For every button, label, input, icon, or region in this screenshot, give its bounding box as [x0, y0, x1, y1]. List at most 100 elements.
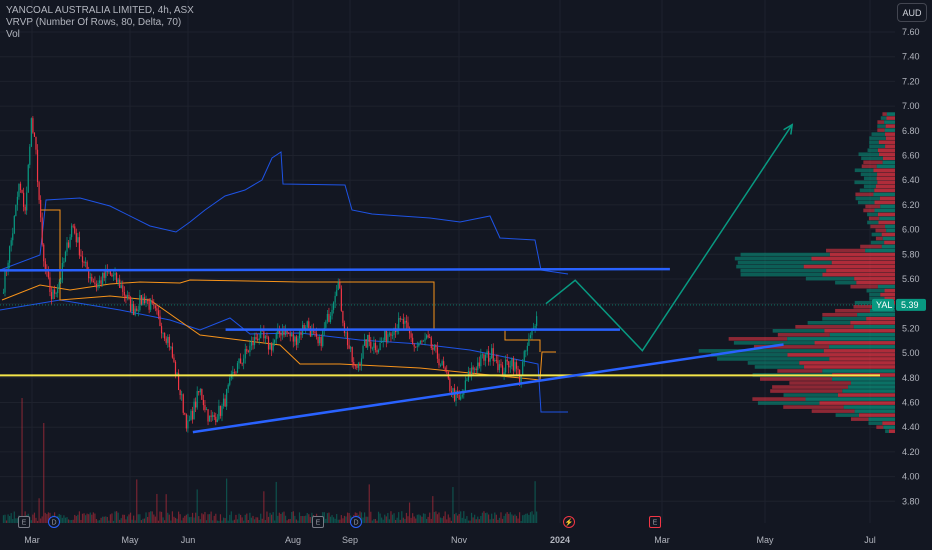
candle [98, 280, 101, 284]
volume-bar [517, 518, 519, 523]
indicator-overlays [0, 151, 569, 413]
profile-row [783, 393, 838, 397]
volume-bar [199, 519, 201, 523]
profile-row [877, 212, 895, 217]
volume-bar [371, 520, 373, 523]
volume-bar [374, 518, 377, 523]
profile-row [871, 232, 882, 237]
split-event-icon[interactable]: ⚡ [563, 516, 575, 528]
volume-bar [509, 512, 511, 523]
candle [526, 345, 528, 351]
volume-bar [78, 511, 80, 523]
profile-row [829, 345, 895, 349]
volume-bar [329, 516, 332, 523]
profile-row [854, 180, 878, 185]
candle [382, 340, 384, 342]
volume-bar [188, 517, 191, 523]
earnings-event-icon[interactable]: E [649, 516, 661, 528]
volume-bar [348, 513, 350, 523]
time-tick-label: May [756, 535, 774, 545]
volume-bar [38, 498, 40, 523]
candle [433, 345, 435, 350]
candle [314, 331, 316, 334]
volume-bar [195, 512, 197, 523]
earnings-event-icon[interactable]: E [312, 516, 324, 528]
chart-legend: YANCOAL AUSTRALIA LIMITED, 4h, ASX VRVP … [6, 5, 194, 41]
profile-row [875, 184, 895, 189]
volume-bar [514, 514, 516, 523]
volume-bar [266, 511, 268, 523]
candle [263, 331, 265, 339]
candle [38, 182, 40, 200]
dividend-event-icon[interactable]: D [48, 516, 60, 528]
time-tick-label: Jun [181, 535, 196, 545]
candle [154, 305, 156, 309]
volume-bar [297, 520, 299, 523]
drawings[interactable] [0, 123, 895, 434]
volume-bar [58, 513, 60, 523]
profile-row [861, 164, 877, 169]
candle [238, 358, 240, 364]
profile-row [822, 316, 867, 321]
profile-row [865, 248, 895, 253]
candle [66, 242, 68, 252]
candle [416, 345, 418, 347]
price-tick-label: 5.80 [902, 249, 920, 259]
candle [253, 337, 256, 346]
volume-bar [74, 514, 76, 523]
volume-bar [33, 512, 36, 523]
volume-bar [109, 514, 111, 523]
volume-bar [2, 515, 5, 523]
volume-bar [103, 516, 105, 523]
currency-button[interactable]: AUD [897, 3, 927, 22]
volume-bar [196, 489, 198, 523]
price-tick-label: 3.80 [902, 496, 920, 506]
symbol-title[interactable]: YANCOAL AUSTRALIA LIMITED, 4h, ASX [6, 5, 194, 16]
profile-row [711, 353, 788, 357]
candle [377, 350, 380, 353]
volume-bar [77, 514, 79, 523]
price-axis[interactable]: 7.60 7.40 7.20 7.00 6.80 6.60 6.40 6.20 6.00 5.80… [872, 27, 926, 506]
volume-bar [233, 519, 235, 523]
volume-bar [388, 519, 390, 523]
profile-row [867, 212, 878, 217]
volume-bar [284, 515, 287, 523]
candle [424, 338, 426, 341]
profile-row [885, 224, 895, 229]
candle [21, 189, 23, 193]
volume-bar [429, 512, 431, 523]
profile-row [826, 268, 895, 273]
volume-bar [230, 511, 232, 523]
profile-row [879, 152, 895, 157]
profile-row [867, 220, 879, 225]
candle [267, 337, 270, 350]
candle [508, 361, 510, 368]
candle [332, 302, 335, 310]
volume-bar [461, 517, 463, 523]
candle [275, 333, 277, 340]
profile-row [886, 116, 895, 120]
candle [27, 164, 29, 193]
profile-row [877, 120, 885, 124]
volume-bar [88, 514, 90, 523]
candle [162, 332, 164, 334]
volume-bar [300, 516, 302, 523]
earnings-event-icon[interactable]: E [18, 516, 30, 528]
candle [345, 332, 347, 334]
event-markers[interactable]: E D E D ⚡ E [18, 516, 661, 528]
volume-bar [363, 512, 366, 523]
price-tick-label: 6.80 [902, 126, 920, 136]
candle [503, 372, 505, 375]
candle [77, 237, 79, 243]
candle [477, 362, 479, 371]
time-axis[interactable]: Mar May Jun Aug Sep Nov 2024 Mar May Jul [24, 535, 876, 545]
candle [26, 192, 28, 211]
candle [94, 282, 96, 284]
vol-legend[interactable]: Vol [6, 29, 20, 40]
dividend-event-icon[interactable]: D [350, 516, 362, 528]
event-glyph: E [316, 520, 321, 527]
vrvp-legend[interactable]: VRVP (Number Of Rows, 80, Delta, 70) [6, 17, 182, 28]
volume-bar [97, 520, 99, 523]
